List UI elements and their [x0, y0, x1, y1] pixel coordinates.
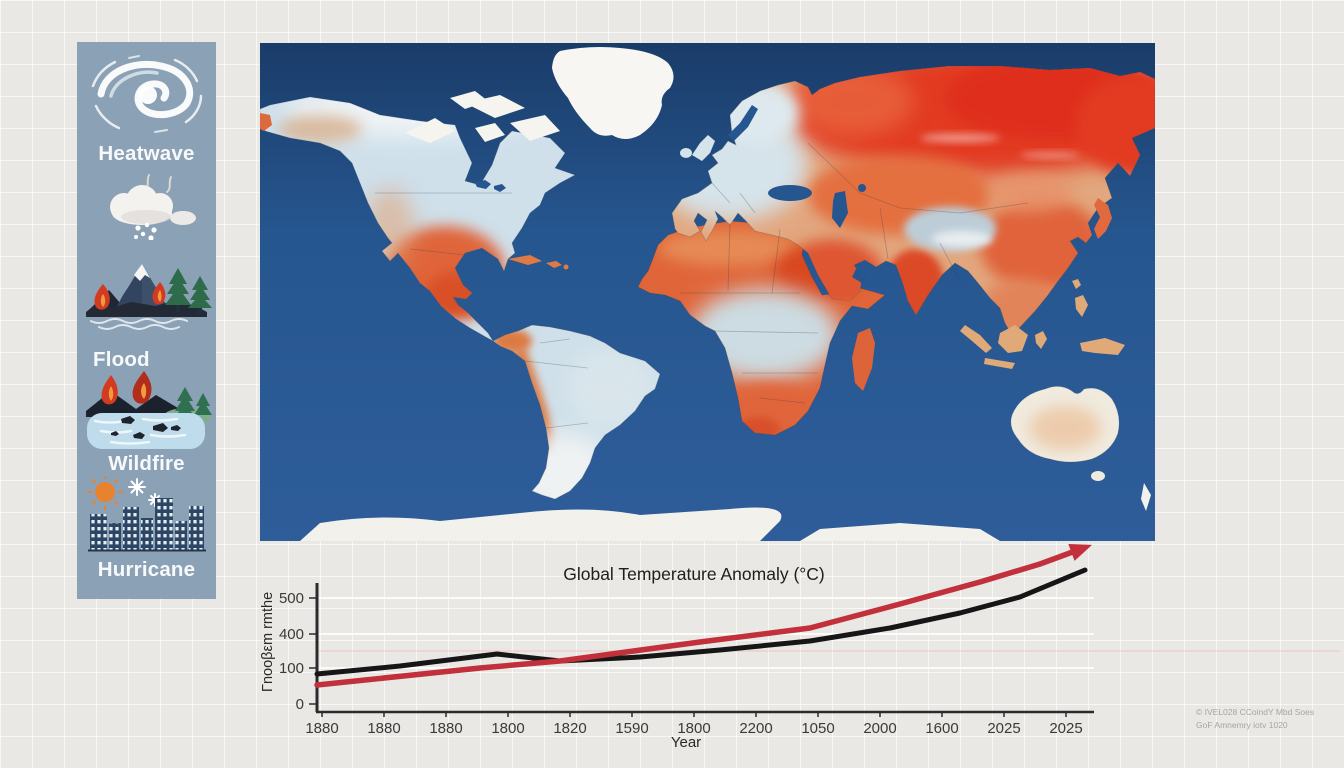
map-caribbean-islands: [508, 255, 569, 270]
watermark-line2: GoF Amnemry iotv 1020: [1196, 720, 1288, 730]
map-southeast-asia-islands: [960, 279, 1125, 369]
map-chukotka-fragment: [260, 113, 272, 131]
svg-text:2025: 2025: [987, 720, 1020, 737]
svg-text:500: 500: [279, 590, 304, 607]
steaming-snow-cloud-icon: [110, 174, 196, 240]
chart-title: Global Temperature Anomaly (°C): [563, 564, 825, 584]
svg-text:100: 100: [279, 660, 304, 677]
svg-text:1050: 1050: [801, 720, 834, 737]
chart-series-lines: [314, 543, 1093, 688]
map-inland-seas: [728, 105, 868, 283]
cyclone-swirl-icon: [91, 55, 203, 133]
svg-text:1600: 1600: [925, 720, 958, 737]
sidebar-label-wildfire: Wildfire: [108, 452, 185, 475]
sidebar-label-heatwave: Heatwave: [98, 142, 195, 165]
flood-water-debris-icon: [86, 371, 212, 449]
svg-text:2200: 2200: [739, 720, 772, 737]
chart-xlabel: Year: [671, 734, 701, 751]
map-greenland: [552, 47, 674, 139]
svg-text:1880: 1880: [367, 720, 400, 737]
svg-text:1800: 1800: [491, 720, 524, 737]
city-buildings: [90, 498, 204, 550]
svg-text:0: 0: [296, 696, 304, 713]
chart-ylabel: Γnooβεm rmthe: [260, 592, 276, 692]
svg-text:1820: 1820: [553, 720, 586, 737]
disaster-icons-sidebar: Heatwave: [77, 42, 216, 599]
sidebar-label-flood: Flood: [93, 348, 150, 371]
burning-mountain-forest-icon: [86, 264, 212, 330]
pine-trees: [165, 268, 212, 308]
map-arctic-islands: [405, 91, 560, 143]
svg-text:1590: 1590: [615, 720, 648, 737]
world-map-panel: [259, 43, 1156, 541]
chart-gridlines: [319, 597, 1340, 669]
map-japan: [1094, 198, 1112, 239]
svg-text:2000: 2000: [863, 720, 896, 737]
flames: [101, 371, 152, 405]
svg-text:400: 400: [279, 626, 304, 643]
watermark-line1: © IVEL028 CCoindY Mbd Soes: [1196, 707, 1315, 717]
map-country-borders: [375, 142, 1029, 429]
chart-axes: [309, 583, 1094, 717]
sunny-city-snowflakes-icon: [87, 476, 206, 552]
sun-icon: [87, 476, 123, 510]
svg-text:1800: 1800: [677, 720, 710, 737]
map-madagascar: [852, 328, 875, 391]
map-british-isles: [680, 135, 715, 161]
svg-text:1880: 1880: [305, 720, 338, 737]
world-temperature-map: [259, 43, 1156, 541]
map-australia: [1010, 385, 1151, 511]
sidebar-label-hurricane: Hurricane: [97, 558, 196, 581]
watermark: © IVEL028 CCoindY Mbd Soes GoF Amnemry i…: [1196, 706, 1341, 732]
svg-text:1880: 1880: [429, 720, 462, 737]
flames: [94, 282, 166, 310]
great-lakes: [475, 180, 506, 192]
floating-debris: [111, 416, 181, 439]
map-antarctica: [300, 507, 1000, 541]
svg-text:2025: 2025: [1049, 720, 1082, 737]
